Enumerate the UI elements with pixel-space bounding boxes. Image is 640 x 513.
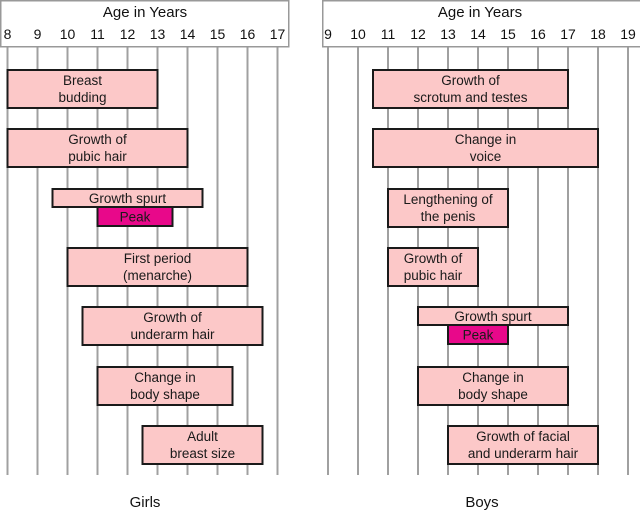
boys-bar-label: pubic hair — [404, 268, 463, 283]
girls-tick-label: 13 — [150, 26, 166, 42]
boys-bar-rect — [372, 69, 569, 109]
boys-axis-header — [322, 0, 640, 48]
girls-bar-label: budding — [58, 90, 106, 105]
boys-bar-label: Lengthening of — [403, 192, 493, 207]
girls-bar-label: Growth of — [68, 132, 127, 147]
girls-bar-rect — [96, 206, 174, 227]
boys-bar-label: Growth of facial — [476, 429, 570, 444]
girls-bar-label: Change in — [134, 370, 196, 385]
boys-bar-label: body shape — [458, 387, 528, 402]
girls-axis-title: Age in Years — [103, 4, 187, 21]
girls-tick-label: 8 — [4, 26, 12, 42]
boys-bar-growth-spurt: Growth spurt — [417, 306, 569, 326]
boys-bar-label: Growth of — [404, 251, 463, 266]
boys-bar-label: scrotum and testes — [413, 90, 527, 105]
girls-bar-label: Peak — [120, 210, 151, 225]
girls-bar-label: Growth spurt — [89, 191, 167, 206]
girls-tick-label: 10 — [60, 26, 76, 42]
boys-bar-label: Change in — [455, 132, 517, 147]
girls-bar-rect — [81, 306, 264, 346]
girls-tick-label: 12 — [120, 26, 136, 42]
boys-bar-label: and underarm hair — [468, 446, 579, 461]
girls-bar-rect — [141, 425, 264, 465]
boys-bar-rect — [447, 425, 599, 465]
boys-bar-change-in-voice: Change in voice — [372, 128, 599, 168]
girls-bar-label: pubic hair — [68, 149, 127, 164]
boys-bar-label: Growth of — [441, 73, 500, 88]
girls-bar-label: Adult — [187, 429, 218, 444]
boys-bar-rect — [387, 188, 509, 228]
boys-bar-growth-of-facial-and-underarm-hair: Growth of facial and underarm hair — [447, 425, 599, 465]
boys-bar-growth-of-scrotum-and-testes: Growth of scrotum and testes — [372, 69, 569, 109]
girls-bar-label: (menarche) — [123, 268, 192, 283]
boys-bar-peak: Peak — [447, 324, 509, 345]
boys-panel-label: Boys — [465, 494, 498, 511]
girls-tick-label: 17 — [270, 26, 286, 42]
girls-bar-change-in-body-shape: Change in body shape — [96, 366, 234, 406]
boys-bar-growth-of-pubic-hair: Growth of pubic hair — [387, 247, 479, 287]
girls-panel-label: Girls — [130, 494, 161, 511]
boys-tick-label: 11 — [381, 26, 396, 42]
boys-bar-rect — [447, 324, 509, 345]
girls-bar-label: Growth of — [143, 310, 202, 325]
girls-bar-label: breast size — [170, 446, 235, 461]
girls-bar-growth-spurt: Growth spurt — [51, 188, 204, 208]
girls-tick-label: 15 — [210, 26, 226, 42]
boys-bar-rect — [387, 247, 479, 287]
girls-panel: Age in Years Girls 8 9 10 11 12 13 14 15 16 17 Bre… — [0, 0, 290, 511]
boys-bar-label: Peak — [463, 328, 494, 343]
girls-tick-label: 11 — [90, 26, 105, 42]
boys-tick-label: 12 — [410, 26, 426, 42]
boys-bar-rect — [417, 366, 569, 406]
girls-tick-label: 16 — [240, 26, 256, 42]
girls-tick-label: 9 — [34, 26, 42, 42]
boys-bar-label: voice — [470, 149, 502, 164]
boys-panel: Age in Years Boys 9 10 11 12 13 14 15 16 17 18 19 G… — [322, 0, 640, 511]
girls-tick-label: 14 — [180, 26, 196, 42]
boys-axis-title: Age in Years — [438, 4, 522, 21]
girls-bar-label: body shape — [130, 387, 200, 402]
boys-bar-change-in-body-shape: Change in body shape — [417, 366, 569, 406]
boys-tick-label: 15 — [500, 26, 516, 42]
girls-bar-rect — [96, 366, 234, 406]
girls-bar-label: underarm hair — [130, 327, 215, 342]
boys-tick-label: 18 — [590, 26, 606, 42]
boys-tick-label: 16 — [530, 26, 546, 42]
boys-tick-label: 13 — [440, 26, 456, 42]
girls-bar-rect — [6, 128, 189, 168]
boys-bar-label: the penis — [421, 209, 476, 224]
girls-bar-adult-breast-size: Adult breast size — [141, 425, 264, 465]
boys-bar-label: Change in — [462, 370, 524, 385]
boys-tick-label: 9 — [324, 26, 332, 42]
boys-tick-label: 17 — [560, 26, 576, 42]
girls-bar-growth-of-underarm-hair: Growth of underarm hair — [81, 306, 264, 346]
girls-bar-growth-of-pubic-hair: Growth of pubic hair — [6, 128, 189, 168]
boys-tick-label: 14 — [470, 26, 486, 42]
girls-bar-label: First period — [124, 251, 192, 266]
girls-bar-first-period-menarche: First period (menarche) — [66, 247, 249, 287]
girls-bar-breast-budding: Breast budding — [6, 69, 159, 109]
girls-bar-rect — [66, 247, 249, 287]
boys-tick-label: 19 — [620, 26, 636, 42]
boys-bar-label: Growth spurt — [454, 309, 532, 324]
boys-bar-rect — [372, 128, 599, 168]
girls-axis-header — [0, 0, 290, 48]
girls-bar-peak: Peak — [96, 206, 174, 227]
boys-tick-label: 10 — [350, 26, 366, 42]
boys-bar-lengthening-of-the-penis: Lengthening of the penis — [387, 188, 509, 228]
girls-bar-rect — [6, 69, 159, 109]
girls-bar-label: Breast — [63, 73, 102, 88]
